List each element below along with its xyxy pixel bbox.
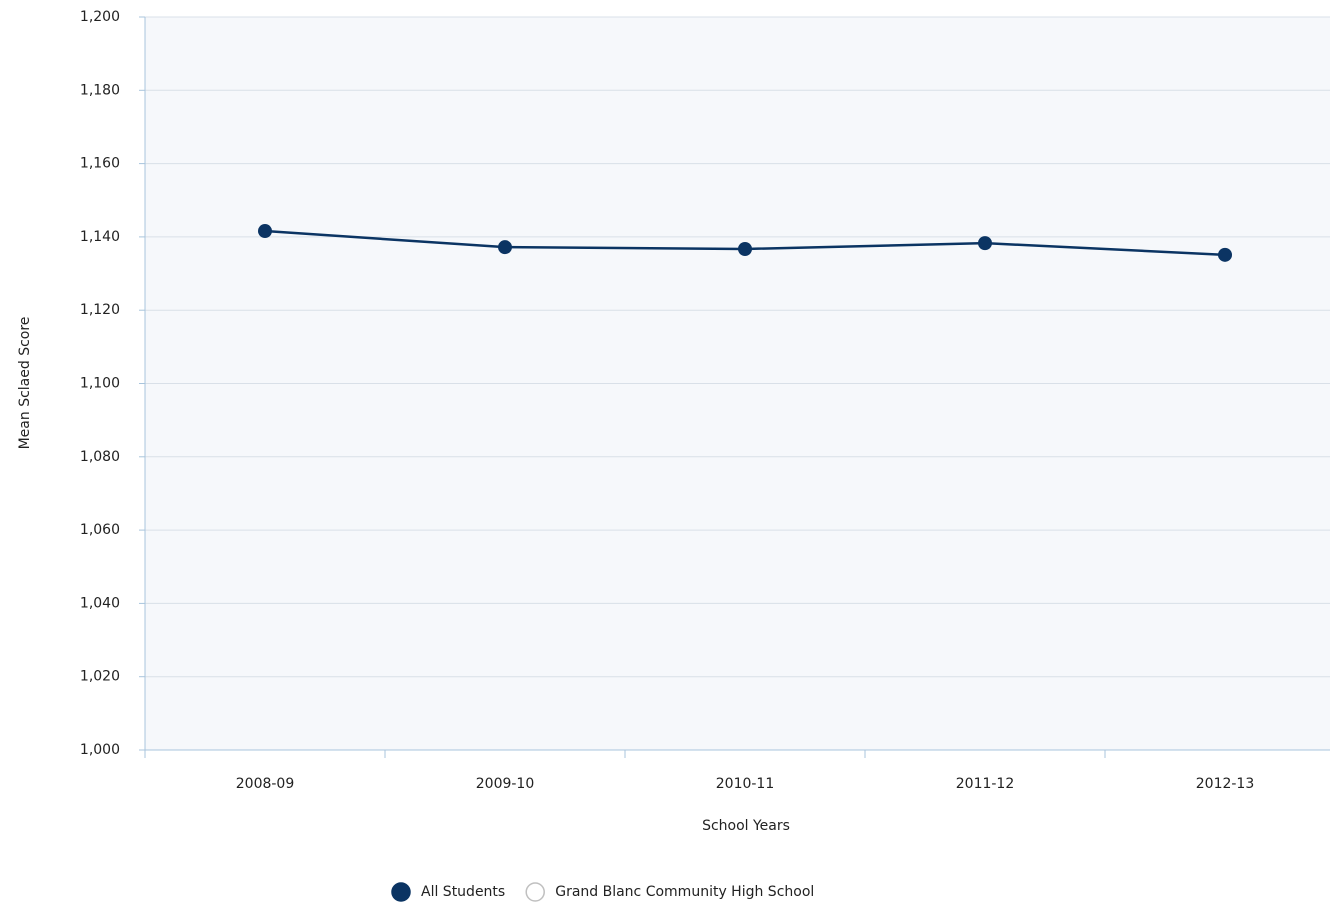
data-point <box>498 240 512 255</box>
x-tick-label: 2010-11 <box>716 776 775 792</box>
y-tick-label: 1,080 <box>80 449 120 465</box>
legend-label: All Students <box>421 884 505 900</box>
y-tick-label: 1,200 <box>80 9 120 25</box>
legend-label: Grand Blanc Community High School <box>555 884 814 900</box>
y-tick-label: 1,040 <box>80 595 120 611</box>
y-tick-label: 1,120 <box>80 302 120 318</box>
legend-marker <box>391 882 411 902</box>
y-tick-label: 1,140 <box>80 229 120 245</box>
y-tick-label: 1,160 <box>80 156 120 172</box>
data-point <box>978 236 992 251</box>
x-tick-label: 2012-13 <box>1196 776 1255 792</box>
x-tick-label: 2008-09 <box>236 776 295 792</box>
data-point <box>1218 247 1232 262</box>
y-tick-label: 1,000 <box>80 742 120 758</box>
x-tick-label: 2009-10 <box>476 776 535 792</box>
data-point <box>258 224 272 239</box>
x-axis-label: School Years <box>702 818 790 834</box>
y-tick-label: 1,180 <box>80 82 120 98</box>
data-point <box>738 241 752 256</box>
y-tick-label: 1,060 <box>80 522 120 538</box>
x-tick-label: 2011-12 <box>956 776 1015 792</box>
y-tick-label: 1,020 <box>80 669 120 685</box>
y-axis-label: Mean Sclaed Score <box>17 317 33 450</box>
legend-marker <box>525 882 545 902</box>
y-tick-label: 1,100 <box>80 376 120 392</box>
